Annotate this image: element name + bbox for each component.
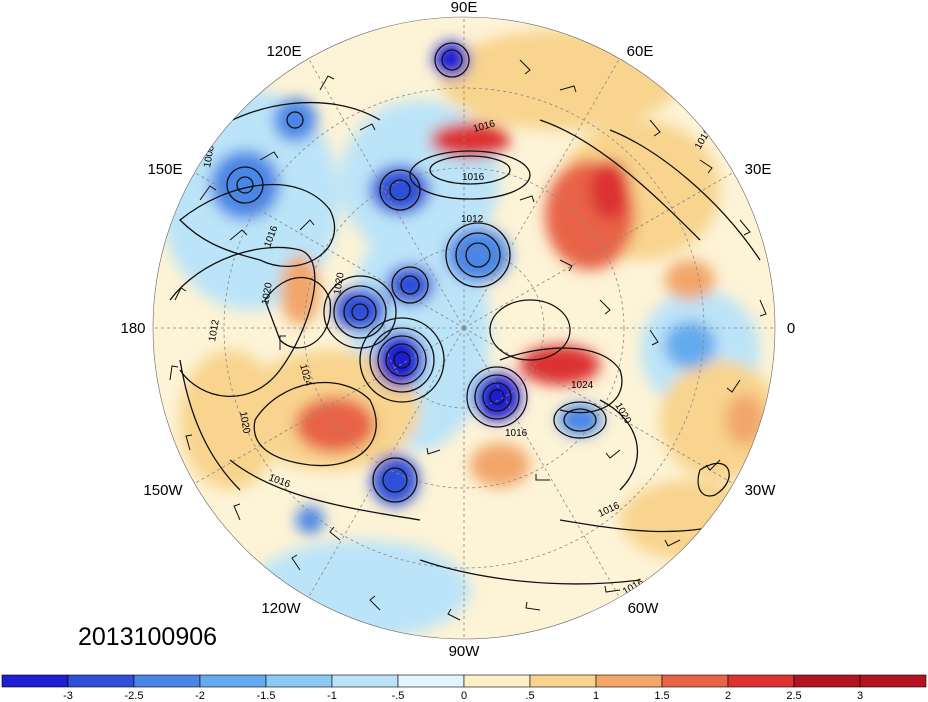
colorbar-swatch (793, 674, 861, 688)
blob-neg-east-asia (273, 98, 317, 142)
colorbar: -3 -2.5 -2 -1.5 -1 -.5 0 .5 1 1.5 2 2.5 3 (1, 674, 927, 702)
region-pos-east (660, 360, 775, 480)
grid-lines (153, 17, 775, 639)
colorbar-swatch (529, 674, 597, 688)
timestamp-label: 2013100906 (78, 623, 217, 651)
contour-label: 1020 (237, 411, 252, 435)
region-pos-west (180, 350, 280, 490)
blob-pos-greenland-east (520, 345, 600, 385)
blob-neg-arctic-3 (386, 265, 434, 305)
colorbar-tick-label: -1.5 (257, 690, 276, 702)
blob-pos-pacific (295, 397, 375, 453)
blob-neg-alaska (371, 454, 419, 506)
blob-neg-greenland-west (375, 332, 425, 388)
blob-pos-europe (665, 260, 715, 300)
colorbar-tick-label: 1.5 (654, 690, 669, 702)
colorbar-swatch (133, 674, 201, 688)
blob-pos-canada (470, 443, 530, 487)
blob-neg-arctic-1 (370, 165, 430, 215)
colorbar-tick-label: 0 (461, 690, 467, 702)
lon-label-120w: 120W (261, 600, 301, 617)
contour-label: 1012 (461, 214, 484, 225)
lon-label-180: 180 (120, 320, 145, 337)
colorbar-swatch (199, 674, 267, 688)
colorbar-tick-label: 1 (593, 690, 599, 702)
blob-neg-north-atlantic (664, 321, 716, 369)
lon-label-30e: 30E (745, 161, 772, 178)
lon-label-150w: 150W (143, 482, 183, 499)
contour-label: 1020 (260, 281, 275, 305)
blob-neg-arctic-2 (446, 227, 510, 283)
colorbar-swatch (463, 674, 531, 688)
lon-label-150e: 150E (147, 161, 182, 178)
colorbar-swatch (67, 674, 135, 688)
colorbar-swatch (265, 674, 333, 688)
colorbar-swatch (1, 674, 69, 688)
longitude-labels: 90E 60E 30E 0 30W 60W 90W 120W 150W 180 … (120, 0, 795, 660)
blob-pos-north-europe (430, 122, 510, 158)
colorbar-tick-label: -.5 (392, 690, 405, 702)
colorbar-tick-label: -3 (63, 690, 73, 702)
lon-label-30w: 30W (745, 482, 777, 499)
blob-neg-siberia (210, 150, 280, 220)
contour-label: 1016 (505, 428, 528, 439)
lon-label-60e: 60E (627, 43, 654, 60)
contour-label: 1020 (332, 271, 347, 295)
lon-label-0: 0 (787, 320, 795, 337)
lon-label-120e: 120E (266, 43, 301, 60)
colorbar-tick-label: 2 (725, 690, 731, 702)
colorbar-tick-label: 3 (857, 690, 863, 702)
contour-label: 1024 (571, 380, 594, 391)
blob-neg-pacific-east (296, 506, 324, 534)
colorbar-swatch (727, 674, 795, 688)
colorbar-swatch (859, 674, 927, 688)
wind-barbs (169, 59, 767, 621)
map-disc: 1016 1016 1016 1012 1008 1016 1020 1012 … (153, 17, 775, 639)
contour-label: 1016 (462, 172, 485, 183)
colorbar-tick-label: -1 (327, 690, 337, 702)
colorbar-tick-label: -2 (195, 690, 205, 702)
lon-label-90e: 90E (451, 0, 478, 16)
blob-neg-north-pole (434, 42, 470, 78)
colorbar-tick-label: .5 (525, 690, 534, 702)
colorbar-tick-label: 2.5 (786, 690, 801, 702)
contour-label: 1012 (207, 318, 222, 342)
region-pos-southeast (620, 480, 760, 560)
colorbar-swatch (397, 674, 465, 688)
isobars (169, 42, 761, 585)
lon-label-60w: 60W (628, 600, 660, 617)
colorbar-swatch (595, 674, 663, 688)
anomaly-field (160, 30, 775, 639)
map-border (152, 16, 776, 640)
colorbar-swatch (331, 674, 399, 688)
colorbar-tick-label: -2.5 (125, 690, 144, 702)
lon-label-90w: 90W (449, 643, 481, 660)
blob-pos-barents-core (590, 160, 630, 220)
blob-pos-atlantic-east (725, 394, 765, 446)
blob-neg-greenland (473, 373, 521, 421)
region-neg-south (250, 540, 470, 639)
colorbar-swatch (661, 674, 729, 688)
